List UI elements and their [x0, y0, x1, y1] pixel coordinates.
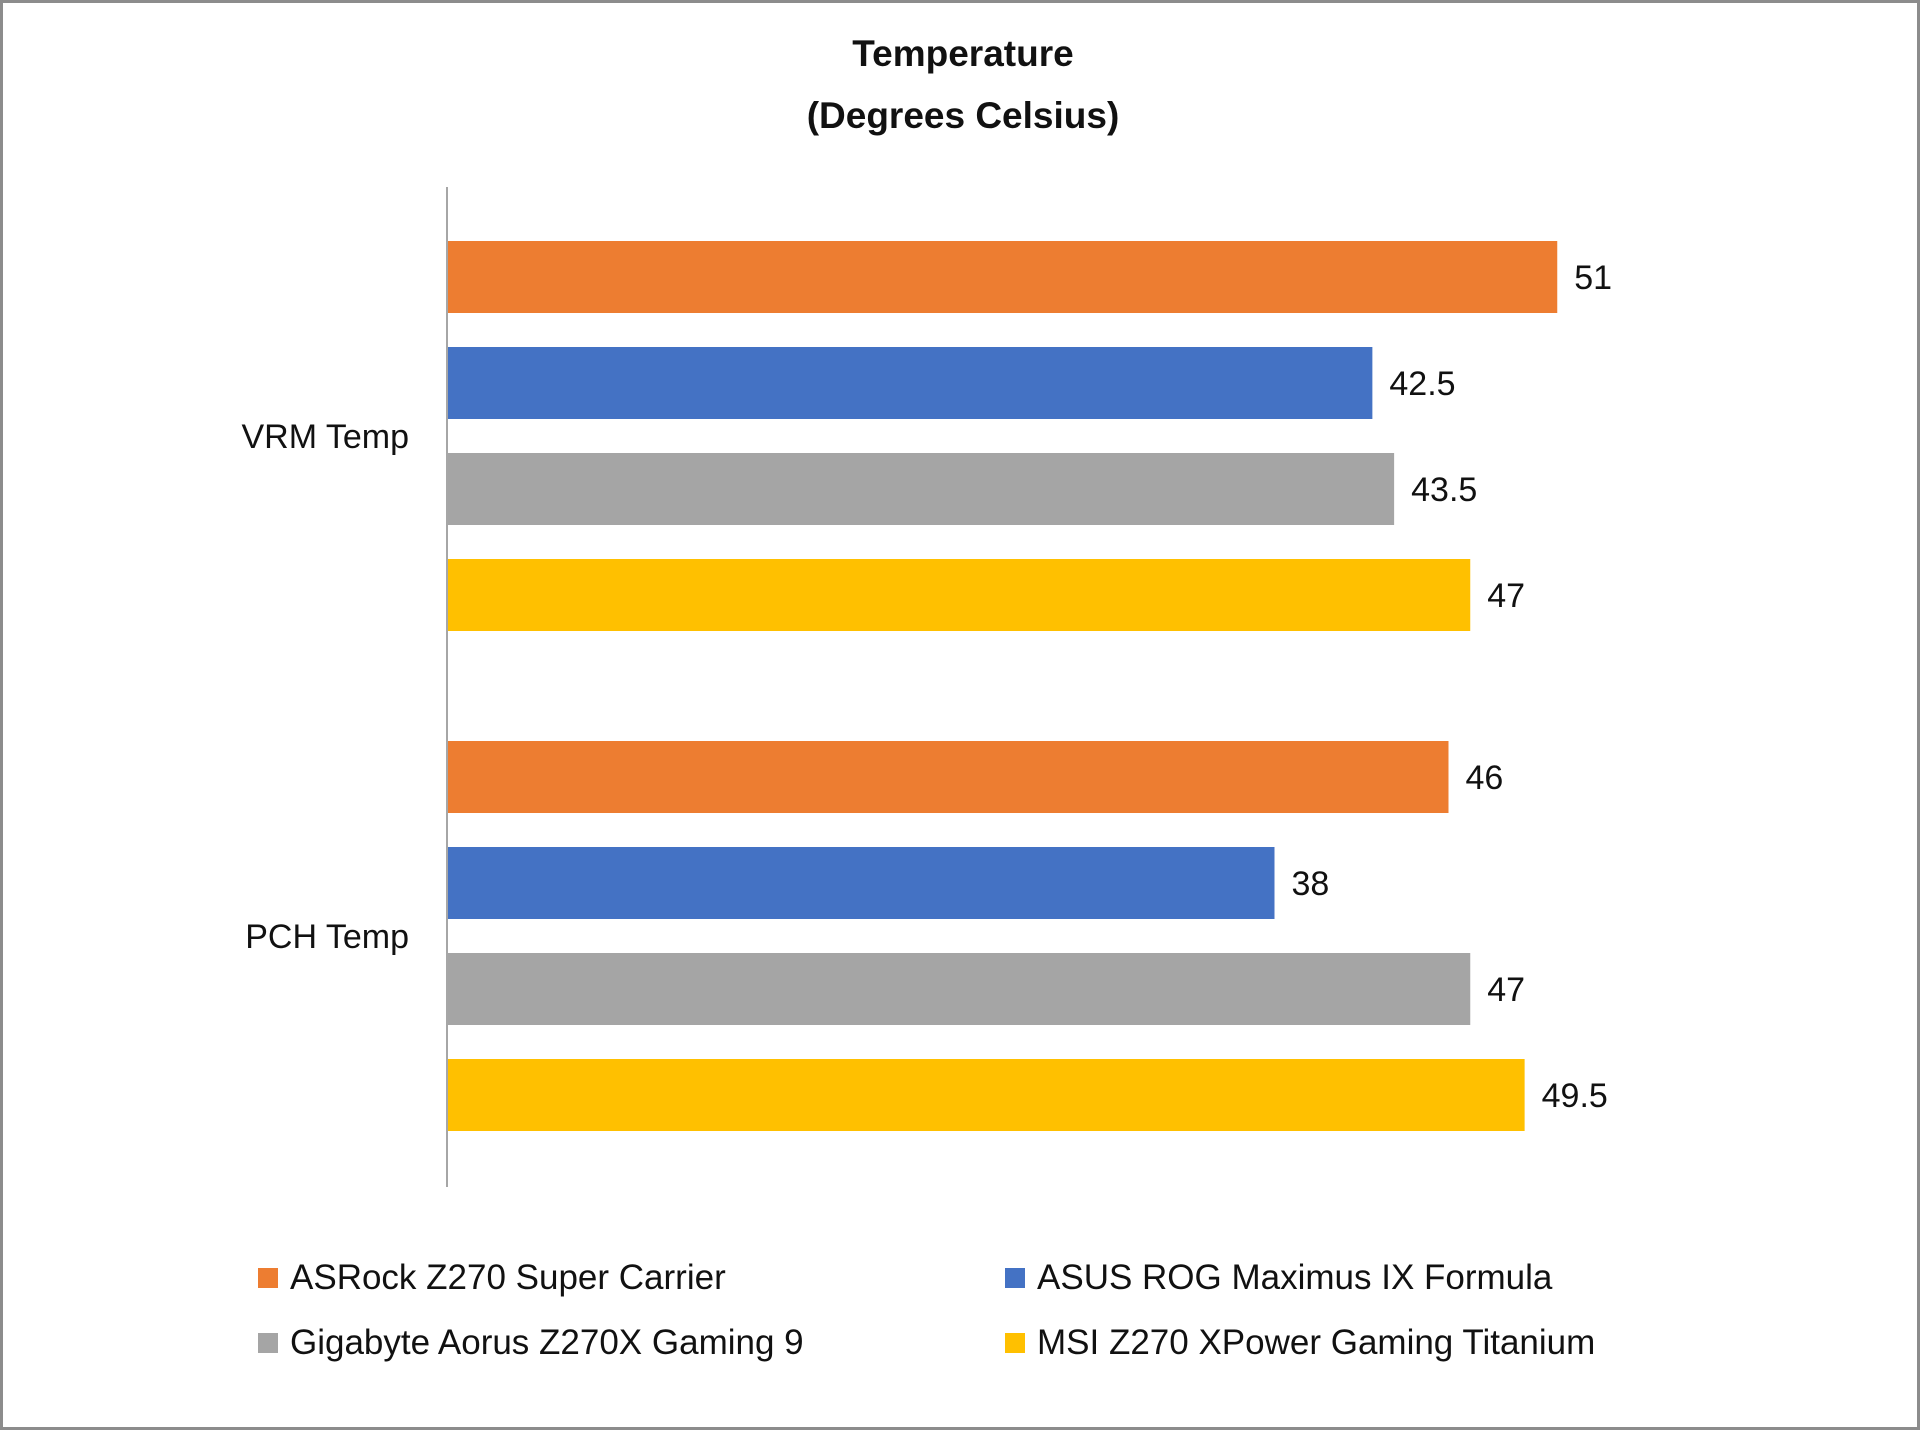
- category-label: VRM Temp: [241, 418, 409, 456]
- bar: [448, 741, 1449, 813]
- legend-item: ASRock Z270 Super Carrier: [258, 1258, 726, 1298]
- bar: [448, 347, 1373, 419]
- legend-label: MSI Z270 XPower Gaming Titanium: [1037, 1323, 1596, 1362]
- data-label: 43.5: [1411, 471, 1477, 509]
- legend-label: Gigabyte Aorus Z270X Gaming 9: [290, 1323, 804, 1362]
- category-label: PCH Temp: [245, 918, 409, 956]
- chart-title: Temperature: [852, 33, 1074, 74]
- bar: [448, 847, 1275, 919]
- legend-swatch: [258, 1268, 278, 1288]
- data-label: 42.5: [1389, 365, 1455, 403]
- legend-swatch: [1005, 1268, 1025, 1288]
- data-label: 47: [1487, 971, 1525, 1009]
- legend-swatch: [1005, 1333, 1025, 1353]
- data-label: 46: [1466, 759, 1504, 797]
- legend-item: ASUS ROG Maximus IX Formula: [1005, 1258, 1552, 1298]
- data-label: 49.5: [1542, 1077, 1608, 1115]
- legend-label: ASUS ROG Maximus IX Formula: [1037, 1258, 1553, 1297]
- data-label: 51: [1574, 259, 1612, 297]
- data-label: 38: [1292, 865, 1330, 903]
- legend-label: ASRock Z270 Super Carrier: [290, 1258, 726, 1297]
- legend-item: MSI Z270 XPower Gaming Titanium: [1005, 1323, 1595, 1363]
- bar: [448, 559, 1471, 631]
- bar: [448, 453, 1395, 525]
- bar: [448, 241, 1558, 313]
- data-label: 47: [1487, 577, 1525, 615]
- chart-subtitle: (Degrees Celsius): [806, 95, 1120, 136]
- legend-swatch: [258, 1333, 278, 1353]
- bar: [448, 953, 1471, 1025]
- legend-item: Gigabyte Aorus Z270X Gaming 9: [258, 1323, 804, 1363]
- bar: [448, 1059, 1525, 1131]
